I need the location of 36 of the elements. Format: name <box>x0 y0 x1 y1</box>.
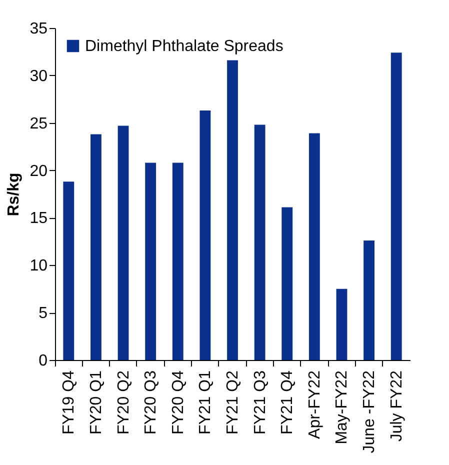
legend-label: Dimethyl Phthalate Spreads <box>85 38 284 55</box>
bar <box>200 110 211 360</box>
y-tick-label: 30 <box>30 68 48 85</box>
bar <box>308 133 320 360</box>
bar <box>172 162 184 360</box>
x-tick-label: FY21 Q4 <box>279 370 296 435</box>
y-tick-label: 10 <box>30 258 48 275</box>
bar <box>63 182 74 360</box>
bar <box>364 240 374 360</box>
bar <box>282 207 293 360</box>
x-tick-label: June -FY22 <box>361 370 378 454</box>
y-axis-title: Rs/kg <box>6 172 23 216</box>
y-tick-label: 20 <box>30 162 48 180</box>
bar <box>145 162 156 360</box>
y-tick-label: 0 <box>38 352 48 370</box>
y-tick-label: 25 <box>30 115 48 132</box>
bar <box>254 124 266 360</box>
y-tick-label: 5 <box>38 305 48 322</box>
x-tick-label: May-FY22 <box>334 370 351 444</box>
bar <box>336 288 348 360</box>
y-tick-label: 35 <box>30 20 48 38</box>
x-tick-label: FY19 Q4 <box>60 370 78 435</box>
bar <box>390 52 402 360</box>
x-tick-label: July FY22 <box>388 370 406 442</box>
x-tick-label: FY21 Q3 <box>252 370 269 435</box>
x-tick-label: Apr-FY22 <box>306 370 324 439</box>
x-tick-label: FY20 Q2 <box>115 370 132 435</box>
x-tick-label: FY20 Q3 <box>142 370 160 435</box>
bar <box>118 126 129 360</box>
bar <box>227 60 238 360</box>
x-tick-label: FY20 Q4 <box>170 370 187 435</box>
y-tick-label: 15 <box>30 210 48 228</box>
x-tick-label: FY21 Q2 <box>224 370 242 435</box>
x-tick-label: FY21 Q1 <box>197 370 214 435</box>
x-tick-label: FY20 Q1 <box>88 370 105 435</box>
bar <box>90 134 102 360</box>
